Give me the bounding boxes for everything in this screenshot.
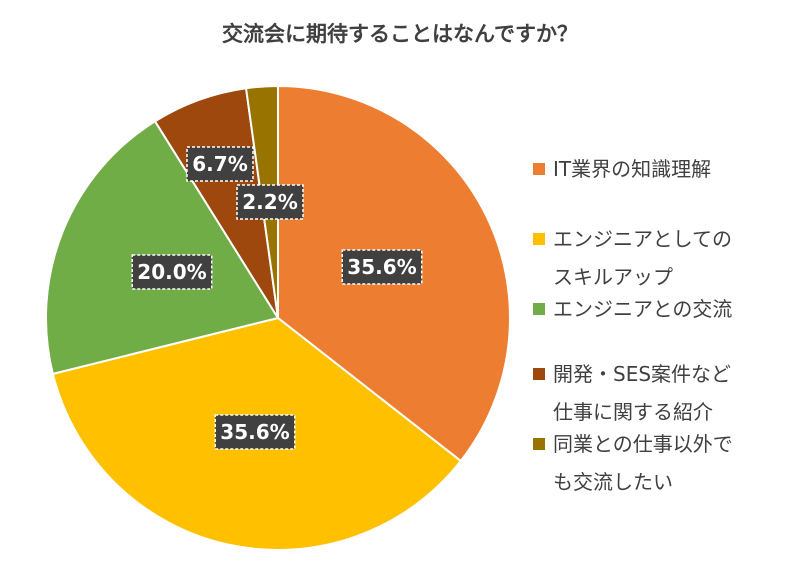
data-label-3: 20.0% — [131, 254, 213, 290]
legend-label-line: エンジニアとしての — [553, 227, 732, 251]
data-label-5: 2.2% — [236, 184, 304, 220]
legend-label-line: スキルアップ — [553, 265, 673, 289]
legend-swatch-2 — [533, 233, 545, 245]
legend-label-1: IT業界の知識理解 — [553, 150, 798, 188]
legend-label-line: 同業との仕事以外で — [553, 432, 733, 456]
legend-label-3: エンジニアとの交流 — [553, 290, 798, 328]
legend-swatch-4 — [533, 368, 545, 380]
legend-swatch-1 — [533, 163, 545, 175]
data-label-1: 35.6% — [341, 249, 423, 285]
legend-swatch-5 — [533, 438, 545, 450]
data-label-2: 35.6% — [214, 414, 296, 450]
legend-label-line: 仕事に関する紹介 — [553, 400, 713, 424]
data-label-text-1: 35.6% — [347, 255, 416, 279]
data-label-4: 6.7% — [186, 146, 254, 182]
legend-label-line: 開発・SES案件など — [553, 362, 732, 386]
legend-label-line: も交流したい — [553, 470, 673, 494]
legend-swatch-3 — [533, 303, 545, 315]
data-label-text-5: 2.2% — [242, 190, 297, 214]
data-label-text-2: 35.6% — [220, 420, 289, 444]
chart-title: 交流会に期待することはなんですか？ — [222, 22, 578, 46]
legend-label-2: エンジニアとしての スキルアップ — [553, 220, 798, 296]
data-label-text-3: 20.0% — [137, 260, 206, 284]
data-label-text-4: 6.7% — [192, 152, 247, 176]
legend-label-line: エンジニアとの交流 — [553, 297, 733, 321]
legend-label-5: 同業との仕事以外で も交流したい — [553, 425, 798, 501]
legend-label-line: IT業界の知識理解 — [553, 157, 712, 181]
legend-label-4: 開発・SES案件など 仕事に関する紹介 — [553, 355, 798, 431]
pie-slice-3 — [45, 119, 280, 376]
